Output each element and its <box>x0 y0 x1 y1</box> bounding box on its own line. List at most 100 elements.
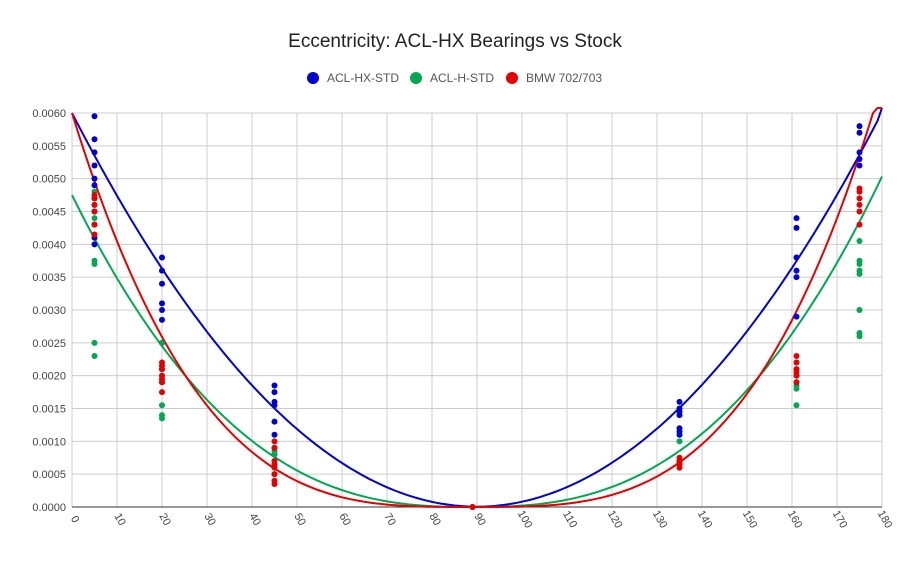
data-point <box>469 504 476 510</box>
y-tick-label: 0.0035 <box>32 272 66 284</box>
y-tick-label: 0.0050 <box>32 174 66 186</box>
x-tick-label: 60 <box>336 511 353 528</box>
data-point <box>271 481 278 488</box>
data-point <box>91 231 98 238</box>
data-point <box>159 402 165 409</box>
data-point <box>159 339 165 346</box>
data-point <box>793 313 800 320</box>
x-tick-label: 80 <box>426 511 443 528</box>
data-point <box>676 398 683 405</box>
legend-item: BMW 702/703 <box>506 71 602 85</box>
data-point <box>91 257 98 264</box>
data-point <box>856 188 863 195</box>
data-point <box>159 366 165 373</box>
data-point <box>271 438 278 445</box>
data-point <box>159 254 165 261</box>
data-point <box>91 175 98 182</box>
data-point <box>856 149 863 156</box>
data-point <box>856 162 863 169</box>
y-tick-label: 0.0060 <box>32 108 66 120</box>
y-tick-label: 0.0020 <box>32 371 66 383</box>
x-tick-label: 70 <box>381 511 398 528</box>
data-point <box>793 385 800 392</box>
legend-item: ACL-H-STD <box>410 71 494 85</box>
chart-title: Eccentricity: ACL-HX Bearings vs Stock <box>288 31 622 52</box>
data-point <box>856 238 863 245</box>
data-point <box>91 339 98 346</box>
data-point <box>856 333 863 340</box>
legend-marker <box>410 72 422 84</box>
y-tick-label: 0.0045 <box>32 207 66 219</box>
data-point <box>91 208 98 215</box>
trend-line-3 <box>71 107 882 508</box>
data-point <box>856 208 863 215</box>
data-point <box>271 418 278 425</box>
data-point <box>856 155 863 162</box>
legend: ACL-HX-STD ACL-H-STD BMW 702/703 <box>307 71 602 85</box>
data-point <box>159 300 165 307</box>
legend-item: ACL-HX-STD <box>307 71 399 85</box>
x-tick-label: 120 <box>605 509 625 531</box>
x-tick-label: 140 <box>695 509 715 531</box>
legend-label: BMW 702/703 <box>526 71 602 85</box>
legend-label: ACL-HX-STD <box>327 71 399 85</box>
y-tick-label: 0.0040 <box>32 239 66 251</box>
data-point <box>91 136 98 143</box>
data-point <box>856 201 863 208</box>
y-tick-label: 0.0005 <box>32 469 66 481</box>
x-tick-label: 180 <box>875 509 895 531</box>
data-point <box>91 221 98 228</box>
data-point <box>91 162 98 169</box>
x-tick-label: 100 <box>515 509 535 531</box>
y-tick-label: 0.0055 <box>32 141 66 153</box>
x-axis-ticks: 0 10 20 30 40 50 60 70 80 90 100 110 120 130 140 150 160… <box>68 509 895 531</box>
data-point <box>793 379 800 386</box>
data-point <box>856 195 863 202</box>
data-point <box>793 359 800 366</box>
data-point <box>271 402 278 409</box>
data-point <box>271 451 278 458</box>
data-point <box>856 261 863 268</box>
data-point <box>856 129 863 136</box>
data-point <box>91 113 98 120</box>
data-point <box>91 241 98 248</box>
data-point <box>91 215 98 222</box>
x-tick-label: 150 <box>740 509 760 531</box>
data-point <box>793 402 800 409</box>
y-tick-label: 0.0000 <box>32 502 66 514</box>
data-points <box>91 113 863 510</box>
data-point <box>856 123 863 130</box>
x-tick-label: 170 <box>830 509 850 531</box>
data-point <box>91 182 98 189</box>
y-tick-label: 0.0025 <box>32 338 66 350</box>
legend-marker <box>506 72 518 84</box>
data-point <box>159 316 165 323</box>
data-point <box>159 415 165 422</box>
data-point <box>159 379 165 386</box>
x-tick-label: 90 <box>471 511 488 528</box>
data-point <box>793 224 800 231</box>
y-tick-label: 0.0030 <box>32 305 66 317</box>
y-tick-label: 0.0015 <box>32 404 66 416</box>
data-point <box>676 412 683 419</box>
data-point <box>793 274 800 281</box>
data-point <box>91 149 98 156</box>
x-tick-label: 0 <box>68 514 81 525</box>
data-point <box>91 195 98 202</box>
x-tick-label: 130 <box>650 509 670 531</box>
data-point <box>793 267 800 274</box>
y-tick-label: 0.0010 <box>32 436 66 448</box>
data-point <box>856 221 863 228</box>
data-point <box>271 431 278 438</box>
data-point <box>271 389 278 396</box>
data-point <box>159 280 165 287</box>
data-point <box>676 438 683 445</box>
data-point <box>271 382 278 389</box>
data-point <box>159 267 165 274</box>
y-axis-ticks: 0.0000 0.0005 0.0010 0.0015 0.0020 0.0025 0.00… <box>32 108 66 514</box>
x-tick-label: 110 <box>560 509 579 530</box>
data-point <box>91 352 98 359</box>
data-point <box>159 307 165 313</box>
